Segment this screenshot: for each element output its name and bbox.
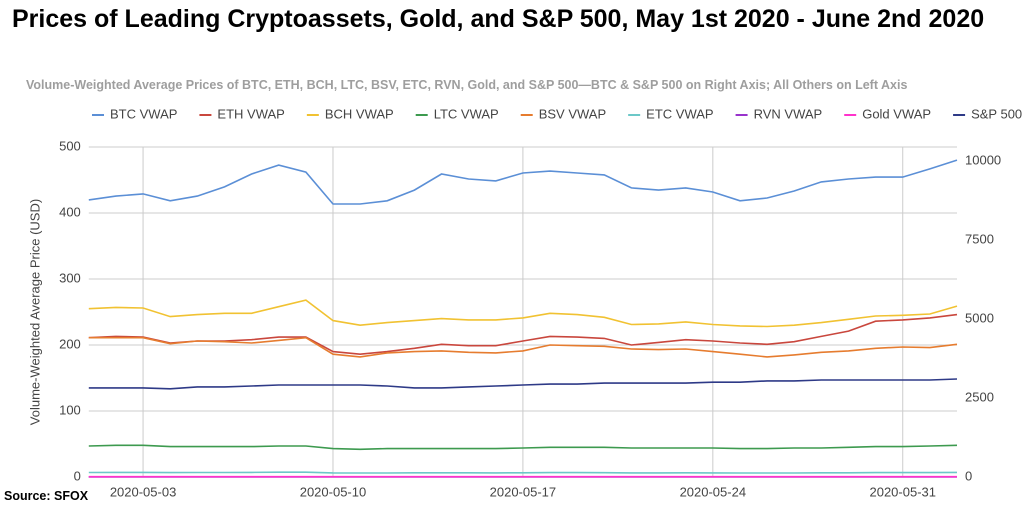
chart-title: Prices of Leading Cryptoassets, Gold, an… [12, 5, 985, 33]
legend-label: RVN VWAP [754, 106, 823, 121]
legend-label: LTC VWAP [434, 106, 499, 121]
chart-subtitle: Volume-Weighted Average Prices of BTC, E… [26, 78, 908, 92]
series-line [88, 378, 958, 390]
y-axis-label: Volume-Weighted Average Price (USD) [27, 199, 42, 425]
y2-tick-label: 2500 [965, 389, 994, 404]
y-tick-label: 500 [59, 138, 81, 153]
x-tick-label: 2020-05-03 [110, 484, 177, 499]
legend-label: BCH VWAP [325, 106, 394, 121]
legend-label: BSV VWAP [539, 106, 606, 121]
legend-label: BTC VWAP [110, 106, 177, 121]
y-tick-label: 200 [59, 336, 81, 351]
y-tick-label: 0 [74, 468, 81, 483]
legend-label: Gold VWAP [862, 106, 931, 121]
series-line [88, 159, 958, 205]
series-line [88, 313, 958, 356]
y2-tick-label: 10000 [965, 152, 1001, 167]
source-note: Source: SFOX [4, 489, 89, 503]
x-tick-label: 2020-05-17 [490, 484, 557, 499]
series-line [88, 471, 958, 474]
legend-label: ETC VWAP [646, 106, 713, 121]
series-line [88, 336, 958, 358]
x-tick-label: 2020-05-10 [300, 484, 367, 499]
legend-label: S&P 500 VWAP [971, 106, 1024, 121]
series-line [88, 444, 958, 451]
series-line [88, 299, 958, 328]
y-tick-label: 400 [59, 204, 81, 219]
y2-tick-label: 5000 [965, 310, 994, 325]
x-tick-label: 2020-05-24 [680, 484, 747, 499]
x-tick-label: 2020-05-31 [869, 484, 936, 499]
y2-tick-label: 0 [965, 468, 972, 483]
y2-tick-label: 7500 [965, 231, 994, 246]
y-tick-label: 100 [59, 402, 81, 417]
legend-label: ETH VWAP [217, 106, 284, 121]
y-tick-label: 300 [59, 270, 81, 285]
